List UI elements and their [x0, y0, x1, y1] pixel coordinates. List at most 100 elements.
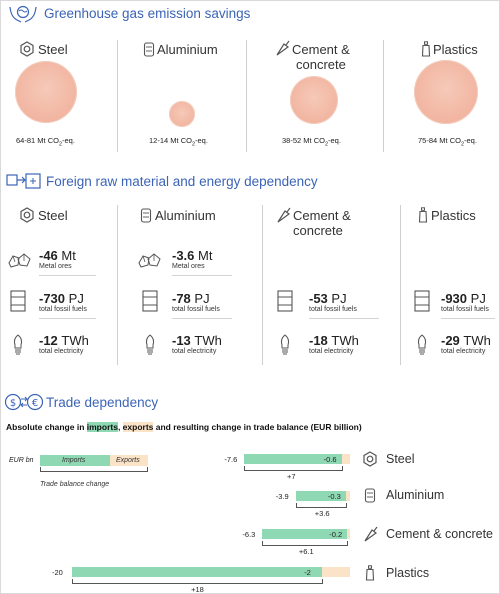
value: -930	[441, 291, 468, 306]
hands-globe-icon	[9, 5, 37, 23]
unit: TWh	[61, 333, 89, 348]
trade-import-bar	[244, 454, 342, 464]
plastics-elec-value: -29 TWh	[441, 333, 491, 348]
value: -13	[172, 333, 191, 348]
ghg-bubble-cement	[290, 76, 338, 124]
ghg-bubble-steel	[15, 61, 77, 123]
unit: Mt CO	[303, 136, 325, 145]
trade-balance-line	[244, 470, 342, 471]
aluminium-fossil-value: -78 PJ	[172, 291, 210, 306]
unit: TWh	[194, 333, 222, 348]
ghg-caption-plastics: 75-84 Mt CO2-eq.	[418, 136, 477, 148]
trade-export-bar	[341, 454, 350, 464]
legend-balance-line	[40, 471, 148, 472]
heading-text: Absolute change in	[6, 422, 87, 432]
unit: Mt	[198, 248, 213, 263]
value: -78	[172, 291, 191, 306]
legend-exports-label: Exports	[116, 457, 140, 464]
oil-barrel-icon	[142, 290, 158, 312]
ghg-caption-aluminium: 12-14 Mt CO2-eq.	[149, 136, 208, 148]
row-divider	[441, 318, 495, 319]
trowel-icon	[276, 40, 290, 56]
svg-text:€: €	[32, 398, 38, 409]
ghg-bubble-plastics	[414, 60, 478, 124]
trade-heading: Absolute change in imports, exports and …	[6, 422, 362, 432]
material-aluminium: Aluminium	[155, 208, 216, 223]
oil-barrel-icon	[414, 290, 430, 312]
row-divider	[39, 318, 96, 319]
unit: PJ	[331, 291, 347, 306]
trade-balance-tick	[295, 503, 297, 508]
material-cement-line1: Cement &	[292, 42, 350, 57]
unit: PJ	[470, 291, 486, 306]
steel-fossil-value: -730 PJ	[39, 291, 84, 306]
trade-export-bar	[345, 491, 350, 501]
divider	[262, 205, 263, 365]
trade-export-bar	[347, 529, 350, 539]
heading-text: and resulting change in trade balance (E…	[153, 422, 362, 432]
trowel-icon	[364, 526, 378, 542]
trade-label-plastics: Plastics	[386, 566, 430, 580]
trade-balance-value: +7	[287, 472, 296, 481]
plastic-bottle-icon	[365, 565, 375, 581]
material-cement-line2: concrete	[296, 57, 346, 72]
unit: PJ	[68, 291, 84, 306]
heading-imports: imports	[86, 422, 118, 432]
trade-balance-tick	[341, 466, 343, 471]
ghg-aluminium-range: 12-14	[149, 136, 169, 145]
material-cement-line1: Cement &	[293, 208, 351, 223]
plastics-fossil-label: total fossil fuels	[441, 306, 489, 313]
svg-text:$: $	[10, 398, 16, 409]
value: -730	[39, 291, 66, 306]
ghg-caption-steel: 64-81 Mt CO2-eq.	[16, 136, 75, 148]
value: -46	[39, 248, 58, 263]
trade-export-value: -0.3	[327, 492, 341, 501]
trade-export-bar	[322, 567, 350, 577]
material-plastics: Plastics	[433, 42, 478, 57]
material-aluminium: Aluminium	[157, 42, 218, 57]
cement-elec-value: -18 TWh	[309, 333, 359, 348]
trade-balance-line	[295, 507, 346, 508]
ghg-section-title: Greenhouse gas emission savings	[44, 6, 251, 21]
unit-suffix: -eq.	[328, 136, 341, 145]
value: -53	[309, 291, 328, 306]
trade-balance-tick	[322, 579, 324, 584]
row-divider	[172, 318, 232, 319]
value: -12	[39, 333, 58, 348]
unit: Mt CO	[170, 136, 192, 145]
aluminium-ores-label: Metal ores	[172, 263, 205, 270]
trade-export-value: -0.2	[329, 530, 343, 539]
unit-sub: 2	[58, 141, 63, 148]
ghg-plastics-range: 75-84	[418, 136, 438, 145]
steel-icon	[363, 451, 377, 467]
unit-suffix: -eq.	[195, 136, 208, 145]
trowel-icon	[277, 207, 291, 223]
unit: Mt CO	[37, 136, 59, 145]
material-cement: Cement & concrete	[293, 208, 351, 238]
divider	[117, 40, 118, 152]
cement-fossil-value: -53 PJ	[309, 291, 347, 306]
legend-balance-tick	[40, 467, 41, 472]
ghg-cement-range: 38-52	[282, 136, 302, 145]
trade-import-bar	[262, 529, 348, 539]
steel-elec-value: -12 TWh	[39, 333, 89, 348]
cement-fossil-label: total fossil fuels	[309, 306, 357, 313]
currency-exchange-icon: $ €	[4, 393, 44, 411]
trade-label-cement: Cement & concrete	[386, 527, 493, 541]
steel-fossil-label: total fossil fuels	[39, 306, 87, 313]
value: -3.6	[172, 248, 195, 263]
value: -29	[441, 333, 460, 348]
trade-import-bar	[72, 567, 323, 577]
trade-balance-line	[72, 583, 323, 584]
trade-label-aluminium: Aluminium	[386, 488, 445, 502]
legend-balance-tick	[147, 467, 148, 472]
ghg-bubble-aluminium	[169, 101, 195, 127]
legend-imports-swatch	[40, 455, 110, 466]
unit-suffix: -eq.	[464, 136, 477, 145]
aluminium-ores-value: -3.6 Mt	[172, 248, 212, 263]
material-steel: Steel	[38, 42, 68, 57]
unit: TWh	[463, 333, 491, 348]
heading-comma: ,	[117, 422, 123, 432]
light-bulb-icon	[280, 334, 290, 355]
trade-balance-line	[262, 545, 348, 546]
